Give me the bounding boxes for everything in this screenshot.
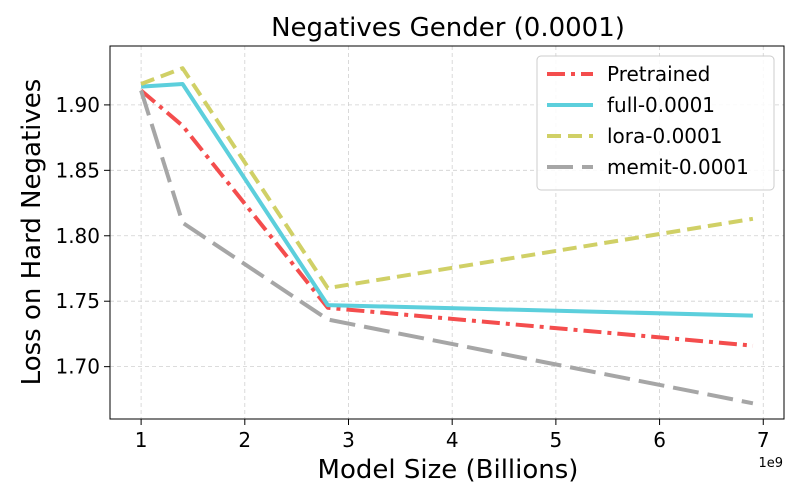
chart-title: Negatives Gender (0.0001) (271, 13, 625, 43)
series-line-Pretrained (139, 88, 754, 348)
plot-frame (109, 45, 785, 420)
x-tick-label: 7 (757, 428, 770, 452)
y-tick-label: 1.85 (55, 158, 100, 182)
legend-label: Pretrained (607, 62, 710, 86)
series-line-lora-0.0001 (140, 66, 754, 291)
series-line-full-0.0001 (140, 82, 753, 318)
x-tick-label: 4 (446, 428, 459, 452)
x-tick-label: 3 (342, 428, 355, 452)
x-tick-label: 6 (653, 428, 666, 452)
legend-label: lora-0.0001 (607, 124, 722, 148)
y-tick-label: 1.75 (55, 289, 100, 313)
series-lines (139, 66, 754, 406)
y-tick-label: 1.80 (55, 224, 100, 248)
series-line-memit-0.0001 (139, 89, 754, 406)
legend: Pretrained full-0.0001 lora-0.0001 memit-0.… (536, 55, 775, 191)
y-tick-label: 1.90 (55, 93, 100, 117)
legend-label: memit-0.0001 (607, 155, 749, 179)
legend-label: full-0.0001 (607, 93, 715, 117)
y-axis-label: Loss on Hard Negatives (17, 79, 47, 386)
x-axis-label: Model Size (Billions) (318, 455, 579, 485)
y-tick-label: 1.70 (55, 355, 100, 379)
x-tick-label: 5 (550, 428, 563, 452)
ticks: 1 2 3 4 5 6 7 1.70 1.75 1.80 1.85 1.90 (55, 93, 769, 452)
x-tick-label: 2 (238, 428, 251, 452)
x-axis-offset-label: 1e9 (758, 456, 783, 471)
legend-box (536, 55, 775, 191)
x-tick-label: 1 (135, 428, 148, 452)
